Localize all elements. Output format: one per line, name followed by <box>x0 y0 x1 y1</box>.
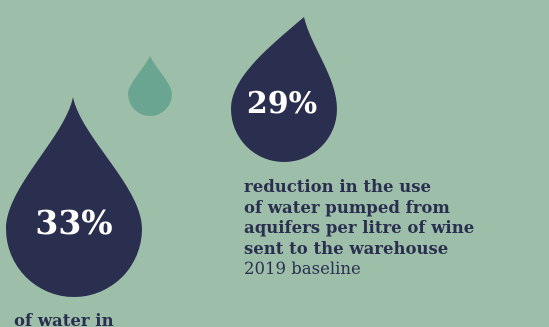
stat-caption: reduction in the use of water pumped fro… <box>244 177 549 280</box>
caption-baseline-note: 2019 baseline <box>244 259 361 278</box>
medium-water-drop-icon <box>231 17 337 162</box>
small-water-drop-icon <box>128 56 172 116</box>
caption-headline: reduction in the use of water pumped fro… <box>244 177 475 258</box>
cut-off-caption: of water in <box>14 311 114 327</box>
water-reduction-stat: 29% <box>246 86 318 121</box>
large-drop-stat: 33% <box>35 203 113 242</box>
large-water-drop-icon <box>6 97 142 297</box>
